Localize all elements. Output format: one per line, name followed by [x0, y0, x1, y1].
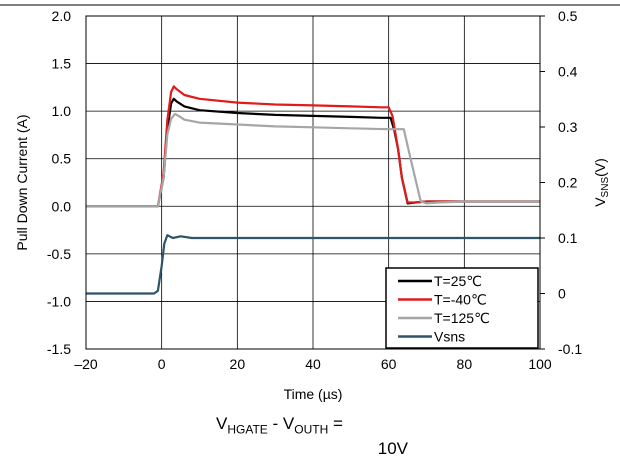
y-right-tick-label: 0.5	[558, 8, 578, 24]
x-tick-label: 60	[381, 356, 397, 372]
series-line-vsns	[86, 234, 540, 295]
condition-sub-hgate: HGATE	[227, 422, 268, 437]
series-layer	[86, 85, 540, 295]
y-axis-left-title: Pull Down Current (A)	[14, 114, 30, 250]
tick-layer: –20 0 20 40 60 80 100 2.0 1.5 1.0 0.5 0.0 -0.5 -1.0 -1…	[47, 8, 582, 372]
x-tick-label: 0	[158, 356, 166, 372]
y-right-tick-label: 0.2	[558, 175, 578, 191]
series-line-t-125-	[86, 112, 540, 208]
y-right-tick-label: 0	[558, 286, 566, 302]
y-axis-right-title: VSNS(V)	[592, 158, 611, 207]
y-left-tick-label: -0.5	[47, 246, 71, 262]
y-left-tick-label: -1.0	[47, 293, 71, 309]
x-tick-label: 40	[305, 356, 321, 372]
y-right-tick-label: 0.4	[558, 64, 578, 80]
y-right-tick-label: 0.3	[558, 119, 578, 135]
test-condition-label: VHGATE - VOUTH = 10V	[216, 414, 416, 458]
y-left-tick-label: 1.0	[52, 103, 72, 119]
y-right-title-main: V	[592, 197, 608, 207]
y-left-tick-label: 0.0	[52, 198, 72, 214]
x-tick-label: 20	[230, 356, 246, 372]
y-left-tick-label: -1.5	[47, 341, 71, 357]
x-tick-label: –20	[74, 356, 98, 372]
x-tick-label: 100	[528, 356, 552, 372]
y-left-tick-label: 1.5	[52, 56, 72, 72]
condition-mid: - V	[267, 414, 295, 433]
y-right-tick-label: 0.1	[558, 230, 578, 246]
condition-value: 10V	[377, 439, 408, 459]
y-right-tick-label: -0.1	[558, 341, 582, 357]
x-axis-title: Time (µs)	[284, 386, 343, 402]
legend: T=25℃ T=-40℃ T=125℃ Vsns	[385, 267, 539, 349]
series-line-t-40-	[86, 85, 540, 208]
condition-eq: =	[328, 414, 343, 433]
condition-sub-outh: OUTH	[294, 422, 329, 437]
y-left-tick-label: 0.5	[52, 151, 72, 167]
legend-label: T=125℃	[434, 310, 490, 326]
legend-label: T=25℃	[434, 273, 482, 289]
condition-v1: V	[216, 414, 228, 433]
x-tick-label: 80	[457, 356, 473, 372]
legend-label: Vsns	[434, 329, 465, 345]
y-left-tick-label: 2.0	[52, 8, 72, 24]
y-right-title-tail: (V)	[592, 158, 608, 177]
y-right-title-sub: SNS	[600, 177, 611, 198]
legend-label: T=-40℃	[434, 292, 487, 308]
